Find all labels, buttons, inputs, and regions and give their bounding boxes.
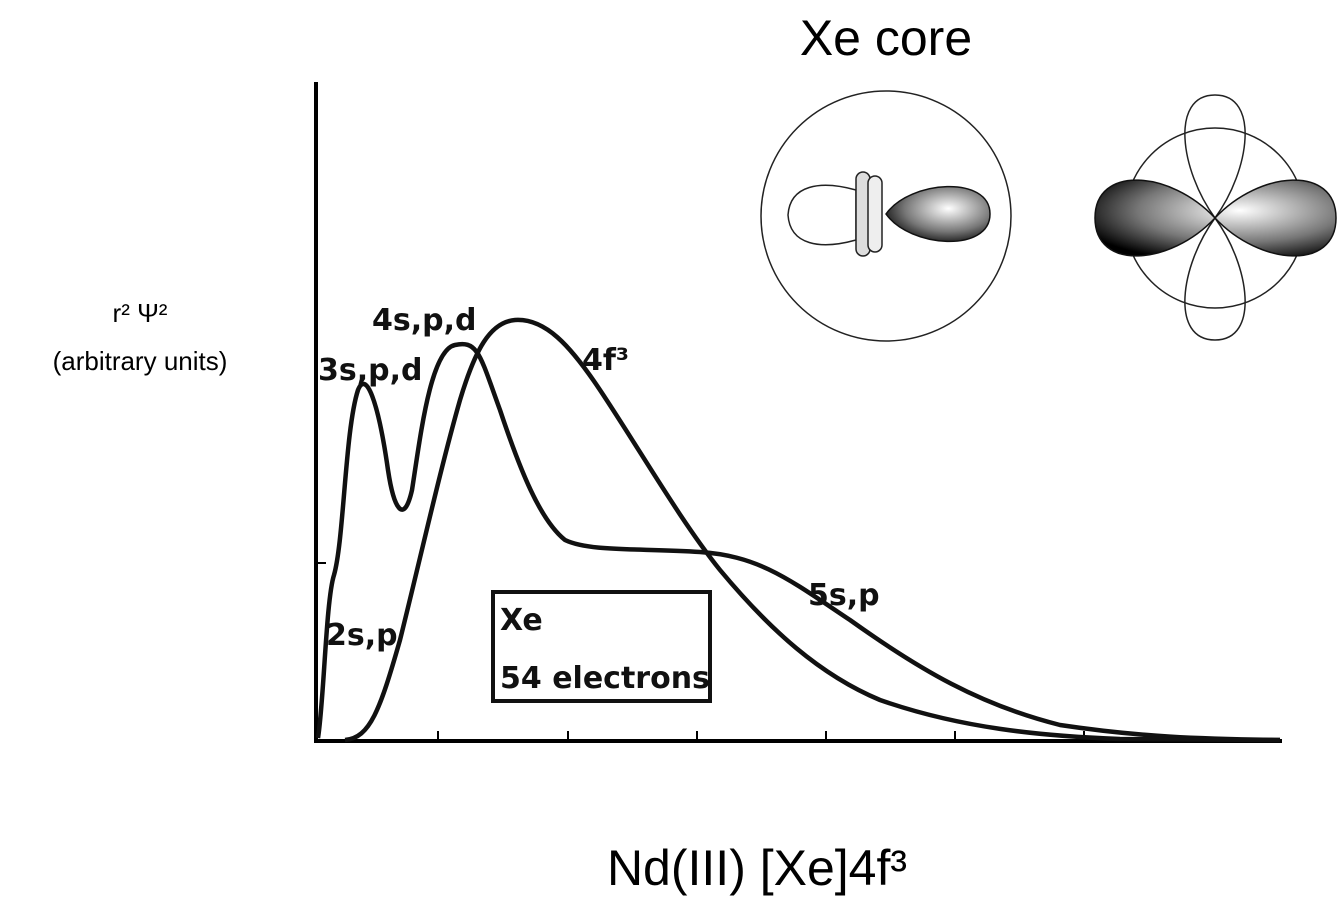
curve-label: 5s,p <box>808 578 880 613</box>
figure: Xe core r² Ψ² (arbitrary units) 3s,p,d 4… <box>0 0 1338 899</box>
y-axis-label: (arbitrary units) <box>53 346 228 376</box>
orbital-2 <box>1095 95 1336 340</box>
title: Xe core <box>800 10 972 66</box>
orbital-1 <box>761 91 1011 341</box>
box-text: 54 electrons <box>500 661 710 696</box>
y-axis-label: r² Ψ² <box>113 298 168 328</box>
box-text: Xe <box>500 603 543 638</box>
curve-label: 4f³ <box>582 343 629 378</box>
4f-curve <box>345 320 1280 740</box>
curve-label: 2s,p <box>326 618 398 653</box>
curve-label: 4s,p,d <box>372 303 476 338</box>
caption: Nd(III) [Xe]4f³ <box>607 840 907 896</box>
curve-label: 3s,p,d <box>318 353 422 388</box>
xe-core-curve <box>318 344 1280 740</box>
